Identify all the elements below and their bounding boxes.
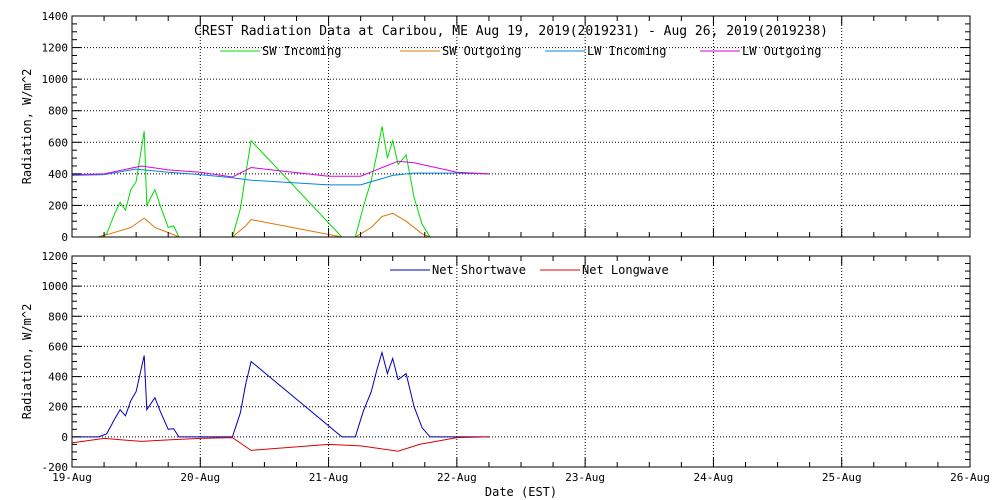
y-tick-label: 600 [48,136,68,149]
x-tick-label: 20-Aug [180,471,220,484]
series-line-net-longwave [71,436,489,452]
text-layer: 0 200 400 600 800 1000 1200 1400 Radiation, W/m^… [20,10,990,499]
y-tick-label: 400 [48,168,68,181]
series-line-lw-outgoing [71,160,489,178]
grid-layer [72,16,970,467]
y-tick-label: -200 [42,461,69,474]
y-tick-label: 1200 [42,42,69,55]
series-line-net-shortwave [72,350,489,438]
y-tick-label: 1000 [42,280,69,293]
x-tick-label: 25-Aug [822,471,862,484]
y-tick-label: 400 [48,371,68,384]
x-tick-label: 19-Aug [52,471,92,484]
series-line-sw-outgoing [72,212,431,238]
y-tick-label: 800 [48,105,68,118]
legend-label: LW Outgoing [742,44,821,58]
x-tick-label: 24-Aug [694,471,734,484]
plot-frame [71,255,971,468]
y-tick-label: 200 [48,401,68,414]
x-tick-label: 26-Aug [950,471,990,484]
y-tick-label: 800 [48,310,68,323]
x-axis-title: Date (EST) [485,485,557,499]
legend-label: SW Outgoing [442,44,521,58]
y-tick-label: 1200 [42,250,69,263]
legend-label: LW Incoming [587,44,666,58]
x-tick-label: 21-Aug [309,471,349,484]
y-tick-label: 600 [48,340,68,353]
y-tick-label: 200 [48,199,68,212]
legend-label: SW Incoming [262,44,341,58]
series-line-lw-incoming [71,168,489,186]
x-tick-label: 22-Aug [437,471,477,484]
x-tick-label: 23-Aug [565,471,605,484]
legend-label: Net Shortwave [432,263,526,277]
frame-layer [71,15,971,468]
y-tick-label: 0 [61,231,68,244]
y-axis-title: Radiation, W/m^2 [20,304,34,420]
y-tick-label: 1400 [42,10,69,23]
legend-label: Net Longwave [582,263,669,277]
y-axis-title: Radiation, W/m^2 [20,69,34,185]
chart-title: CREST Radiation Data at Caribou, ME Aug … [194,24,828,39]
series-layer [71,126,489,452]
y-tick-label: 1000 [42,73,69,86]
y-tick-label: 0 [61,431,68,444]
series-line-sw-incoming [72,126,431,238]
